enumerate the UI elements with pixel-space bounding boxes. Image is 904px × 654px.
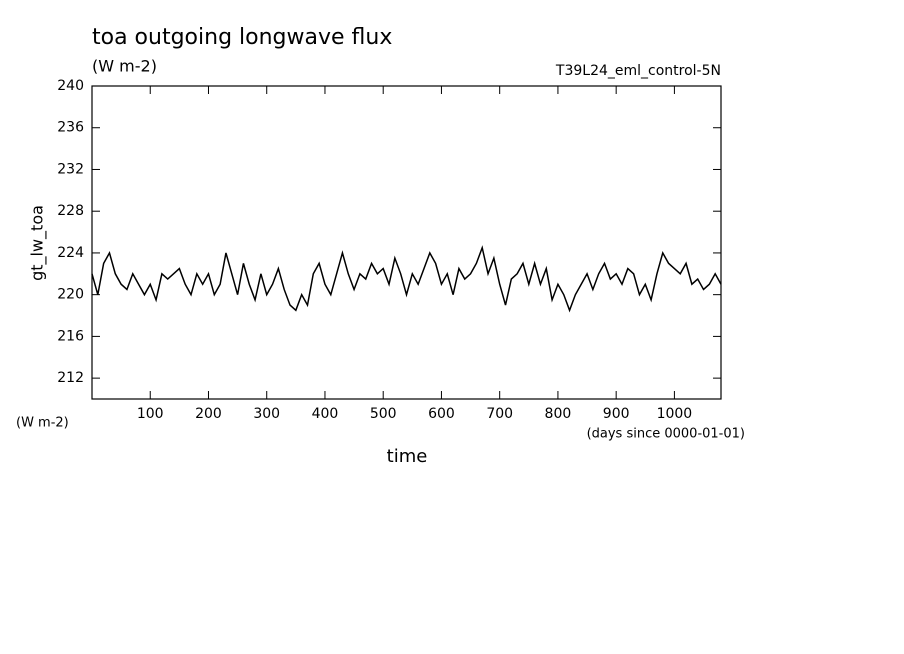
x-tick-label: 300	[253, 406, 280, 422]
y-axis-label: gt_lw_toa	[28, 205, 48, 281]
x-tick-label: 100	[137, 406, 164, 422]
x-tick-label: 900	[603, 406, 630, 422]
data-line	[91, 245, 722, 313]
y-tick-label: 220	[57, 287, 84, 303]
x-axis-label: time	[387, 446, 428, 467]
y-units: (W m-2)	[16, 416, 69, 431]
x-tick-label: 200	[195, 406, 222, 422]
plot-frame	[91, 85, 722, 400]
y-tick-label: 240	[57, 78, 84, 94]
x-tick-label: 1000	[657, 406, 693, 422]
x-tick-label: 600	[428, 406, 455, 422]
x-tick-label: 400	[312, 406, 339, 422]
x-units: (days since 0000-01-01)	[587, 427, 745, 442]
y-tick-label: 224	[57, 245, 84, 261]
x-tick-label: 800	[545, 406, 572, 422]
chart-title: toa outgoing longwave flux	[92, 25, 392, 50]
y-tick-label: 212	[57, 370, 84, 386]
subtitle: (W m-2)	[92, 57, 157, 76]
run-label: T39L24_eml_control-5N	[555, 63, 721, 79]
y-tick-label: 228	[57, 203, 84, 219]
y-tick-label: 236	[57, 120, 84, 136]
x-tick-label: 500	[370, 406, 397, 422]
y-tick-label: 216	[57, 328, 84, 344]
x-tick-label: 700	[486, 406, 513, 422]
y-tick-label: 232	[57, 161, 84, 177]
